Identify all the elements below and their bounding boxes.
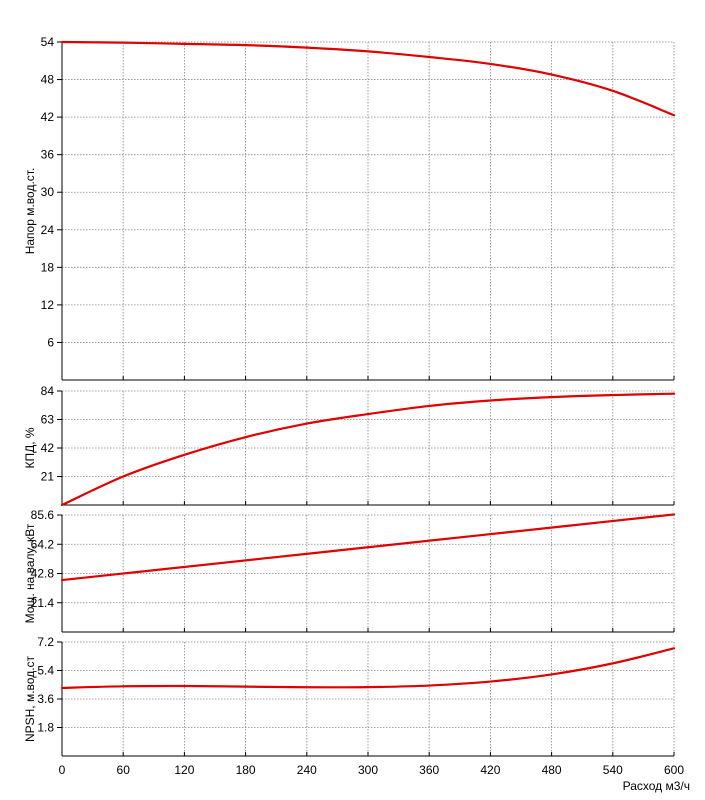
npsh-x-tick-label: 120: [174, 763, 194, 777]
power-y-tick-label: 64.2: [31, 537, 55, 551]
head-y-tick-label: 12: [41, 298, 55, 312]
head-y-tick-label: 6: [47, 335, 54, 349]
head-y-tick-label: 54: [41, 35, 55, 49]
efficiency-curve: [60, 392, 676, 507]
power-y-axis-label: Мощ. на валу, кВт: [23, 523, 37, 623]
efficiency-y-tick-label: 21: [41, 470, 55, 484]
npsh-curve: [60, 647, 676, 690]
npsh-y-tick-label: 5.4: [37, 664, 54, 678]
head-curve: [60, 40, 676, 117]
head-y-tick-label: 24: [41, 223, 55, 237]
efficiency-y-tick-label: 84: [41, 384, 55, 398]
head-y-tick-label: 48: [41, 73, 55, 87]
power-y-tick-label: 85.6: [31, 508, 55, 522]
npsh-y-tick-label: 7.2: [37, 635, 54, 649]
npsh-x-tick-label: 480: [542, 763, 562, 777]
npsh-x-tick-label: 420: [480, 763, 500, 777]
npsh-y-tick-label: 1.8: [37, 721, 54, 735]
head-y-tick-label: 42: [41, 110, 55, 124]
npsh-x-tick-label: 240: [297, 763, 317, 777]
npsh-x-tick-label: 180: [236, 763, 256, 777]
npsh-x-tick-label: 300: [358, 763, 378, 777]
efficiency-y-tick-label: 42: [41, 441, 55, 455]
npsh-x-tick-label: 360: [419, 763, 439, 777]
head-y-axis-label: Напор м.вод.ст.: [23, 168, 37, 255]
power-y-tick-label: 21.4: [31, 596, 55, 610]
x-axis-label: Расход м3/ч: [623, 779, 690, 793]
head-y-tick-label: 30: [41, 185, 55, 199]
npsh-x-tick-label: 540: [603, 763, 623, 777]
head-y-tick-label: 36: [41, 148, 55, 162]
npsh-x-tick-label: 600: [664, 763, 684, 777]
efficiency-y-axis-label: КПД, %: [23, 427, 37, 468]
efficiency-y-tick-label: 63: [41, 413, 55, 427]
npsh-x-tick-label: 0: [59, 763, 66, 777]
npsh-y-tick-label: 3.6: [37, 692, 54, 706]
npsh-x-tick-label: 60: [117, 763, 131, 777]
npsh-y-axis-label: NPSH, м.вод.ст: [23, 655, 37, 742]
power-curve: [60, 513, 676, 582]
power-y-tick-label: 42.8: [31, 567, 55, 581]
head-y-tick-label: 18: [41, 260, 55, 274]
